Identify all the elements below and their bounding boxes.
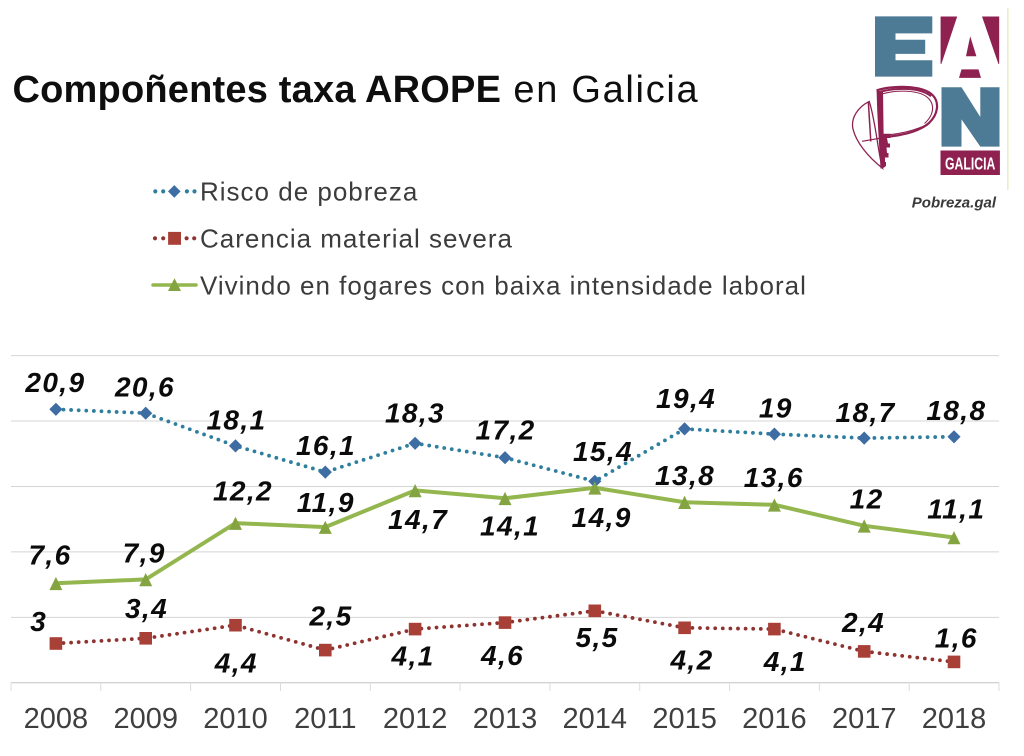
- svg-text:Carencia material severa: Carencia material severa: [200, 224, 513, 254]
- svg-text:13,6: 13,6: [744, 462, 804, 493]
- svg-text:2011: 2011: [294, 703, 356, 735]
- svg-text:2,4: 2,4: [841, 607, 885, 638]
- svg-text:4,1: 4,1: [391, 641, 435, 672]
- svg-text:15,4: 15,4: [573, 436, 633, 467]
- svg-text:2015: 2015: [652, 703, 717, 735]
- svg-text:4,2: 4,2: [669, 644, 713, 675]
- svg-text:19,4: 19,4: [656, 383, 716, 414]
- svg-text:2,5: 2,5: [308, 601, 352, 632]
- svg-text:2008: 2008: [24, 703, 89, 735]
- svg-text:14,7: 14,7: [388, 504, 448, 535]
- svg-text:7,9: 7,9: [123, 538, 166, 569]
- svg-text:20,6: 20,6: [114, 371, 175, 402]
- svg-text:Vivindo en fogares con baixa i: Vivindo en fogares con baixa intensidade…: [200, 270, 807, 300]
- svg-text:2014: 2014: [563, 703, 628, 735]
- svg-text:Compoñentes taxa AROPE en Gali: Compoñentes taxa AROPE en Galicia: [13, 69, 700, 111]
- svg-text:14,9: 14,9: [572, 502, 632, 533]
- svg-text:18,7: 18,7: [836, 397, 896, 428]
- svg-text:20,9: 20,9: [24, 367, 85, 398]
- svg-text:4,6: 4,6: [480, 640, 524, 671]
- svg-text:3: 3: [30, 606, 47, 637]
- svg-text:14,1: 14,1: [480, 510, 540, 541]
- svg-text:18,1: 18,1: [206, 405, 266, 436]
- svg-text:11,1: 11,1: [927, 493, 985, 524]
- svg-text:1,6: 1,6: [935, 623, 978, 654]
- svg-text:2013: 2013: [473, 703, 538, 735]
- svg-text:3,4: 3,4: [125, 593, 168, 624]
- svg-text:4,1: 4,1: [763, 646, 807, 677]
- svg-text:12: 12: [850, 483, 884, 514]
- svg-text:2018: 2018: [922, 703, 987, 735]
- svg-text:5,5: 5,5: [576, 622, 619, 653]
- svg-text:2012: 2012: [383, 703, 448, 735]
- svg-text:Pobreza.gal: Pobreza.gal: [912, 195, 997, 212]
- svg-text:7,6: 7,6: [28, 539, 71, 570]
- svg-text:2009: 2009: [113, 703, 178, 735]
- svg-text:12,2: 12,2: [213, 475, 273, 506]
- svg-text:Risco de pobreza: Risco de pobreza: [200, 177, 418, 207]
- svg-text:4,4: 4,4: [214, 648, 258, 679]
- svg-text:16,1: 16,1: [296, 430, 356, 461]
- svg-text:18,8: 18,8: [926, 395, 986, 426]
- svg-text:11,9: 11,9: [297, 487, 355, 518]
- svg-text:19: 19: [759, 393, 793, 424]
- svg-text:2017: 2017: [832, 703, 897, 735]
- svg-text:2010: 2010: [203, 703, 268, 735]
- svg-text:GALICIA: GALICIA: [945, 154, 995, 174]
- svg-text:18,3: 18,3: [385, 398, 445, 429]
- svg-text:2016: 2016: [742, 703, 807, 735]
- svg-text:13,8: 13,8: [655, 460, 715, 491]
- svg-text:17,2: 17,2: [476, 415, 536, 446]
